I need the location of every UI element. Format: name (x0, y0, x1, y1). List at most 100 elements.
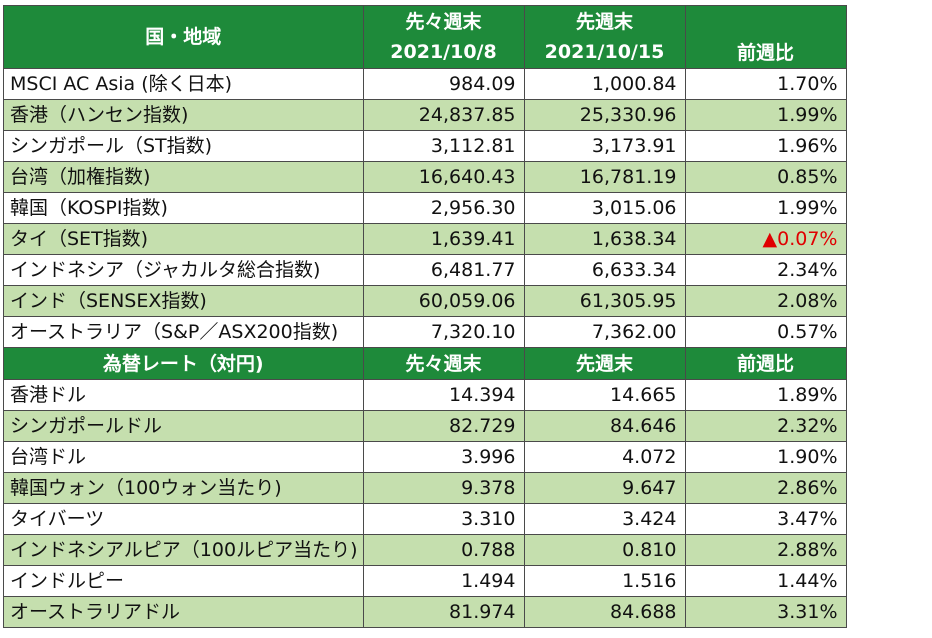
header-prev1-label: 先週末 (575, 11, 633, 33)
cell-prev2: 24,837.85 (362, 99, 525, 131)
cell-change: 2.32% (684, 410, 847, 442)
index-row: インド（SENSEX指数) 60,059.06 61,305.95 2.08% (3, 285, 847, 317)
fx-header-change: 前週比 (684, 347, 847, 380)
cell-name: 香港（ハンセン指数) (3, 99, 364, 131)
cell-prev1: 61,305.95 (523, 285, 686, 317)
cell-prev2: 82.729 (362, 410, 525, 442)
index-row: オーストラリア（S&P／ASX200指数) 7,320.10 7,362.00 0.5… (3, 316, 847, 348)
indices-header-row: 国・地域 先々週末 2021/10/8 先週末 2021/10/15 前週比 (3, 5, 847, 69)
fx-row: インドネシアルピア（100ルピア当たり) 0.788 0.810 2.88% (3, 534, 847, 566)
cell-change: 0.57% (684, 316, 847, 348)
cell-change: 2.86% (684, 472, 847, 504)
index-row: 韓国（KOSPI指数) 2,956.30 3,015.06 1.99% (3, 192, 847, 224)
cell-prev2: 3.310 (362, 503, 525, 535)
cell-name: MSCI AC Asia (除く日本) (3, 68, 364, 100)
cell-prev2: 7,320.10 (362, 316, 525, 348)
cell-change: 1.90% (684, 441, 847, 473)
fx-header-name: 為替レート（対円) (3, 347, 364, 380)
cell-change: 3.47% (684, 503, 847, 535)
cell-prev1: 84.688 (523, 596, 686, 628)
cell-prev1: 84.646 (523, 410, 686, 442)
index-row: シンガポール（ST指数) 3,112.81 3,173.91 1.96% (3, 130, 847, 162)
header-prev1-date: 2021/10/15 (544, 41, 665, 63)
cell-prev2: 2,956.30 (362, 192, 525, 224)
fx-row: シンガポールドル 82.729 84.646 2.32% (3, 410, 847, 442)
cell-prev2: 1.494 (362, 565, 525, 597)
fx-body: 香港ドル 14.394 14.665 1.89% シンガポールドル 82.729 84.64… (3, 379, 847, 628)
cell-change: 2.88% (684, 534, 847, 566)
cell-prev2: 0.788 (362, 534, 525, 566)
fx-header-prev1: 先週末 (523, 347, 686, 380)
cell-change: 1.99% (684, 192, 847, 224)
cell-name: タイ（SET指数) (3, 223, 364, 255)
cell-name: 台湾ドル (3, 441, 364, 473)
cell-name: オーストラリアドル (3, 596, 364, 628)
cell-prev1: 4.072 (523, 441, 686, 473)
index-row: タイ（SET指数) 1,639.41 1,638.34 ▲0.07% (3, 223, 847, 255)
fx-header-row: 為替レート（対円) 先々週末 先週末 前週比 (3, 347, 847, 380)
cell-prev1: 9.647 (523, 472, 686, 504)
header-region: 国・地域 (3, 5, 364, 69)
header-prev2-date: 2021/10/8 (390, 41, 497, 63)
fx-row: オーストラリアドル 81.974 84.688 3.31% (3, 596, 847, 628)
cell-prev2: 984.09 (362, 68, 525, 100)
header-prev2-label: 先々週末 (405, 11, 482, 33)
cell-prev2: 1,639.41 (362, 223, 525, 255)
cell-name: シンガポール（ST指数) (3, 130, 364, 162)
cell-prev1: 0.810 (523, 534, 686, 566)
cell-change: 0.85% (684, 161, 847, 193)
header-prev1: 先週末 2021/10/15 (523, 5, 686, 69)
cell-prev1: 1.516 (523, 565, 686, 597)
header-prev2: 先々週末 2021/10/8 (362, 5, 525, 69)
cell-name: 香港ドル (3, 379, 364, 411)
fx-header-prev2: 先々週末 (362, 347, 525, 380)
cell-prev2: 3.996 (362, 441, 525, 473)
cell-prev2: 3,112.81 (362, 130, 525, 162)
header-change: 前週比 (684, 5, 847, 69)
cell-name: タイバーツ (3, 503, 364, 535)
cell-name: インドネシアルピア（100ルピア当たり) (3, 534, 364, 566)
index-row: インドネシア（ジャカルタ総合指数) 6,481.77 6,633.34 2.34% (3, 254, 847, 286)
cell-change: 1.70% (684, 68, 847, 100)
cell-prev2: 81.974 (362, 596, 525, 628)
cell-name: シンガポールドル (3, 410, 364, 442)
cell-prev1: 3.424 (523, 503, 686, 535)
cell-name: オーストラリア（S&P／ASX200指数) (3, 316, 364, 348)
cell-change: 1.44% (684, 565, 847, 597)
cell-name: 韓国（KOSPI指数) (3, 192, 364, 224)
index-row: 香港（ハンセン指数) 24,837.85 25,330.96 1.99% (3, 99, 847, 131)
cell-prev1: 6,633.34 (523, 254, 686, 286)
fx-row: 韓国ウォン（100ウォン当たり) 9.378 9.647 2.86% (3, 472, 847, 504)
cell-prev2: 9.378 (362, 472, 525, 504)
index-row: 台湾（加権指数) 16,640.43 16,781.19 0.85% (3, 161, 847, 193)
cell-change: ▲0.07% (684, 223, 847, 255)
cell-prev1: 3,173.91 (523, 130, 686, 162)
cell-name: インドネシア（ジャカルタ総合指数) (3, 254, 364, 286)
cell-change: 1.99% (684, 99, 847, 131)
cell-name: インド（SENSEX指数) (3, 285, 364, 317)
cell-prev1: 1,638.34 (523, 223, 686, 255)
cell-prev2: 60,059.06 (362, 285, 525, 317)
cell-change: 1.89% (684, 379, 847, 411)
fx-row: 香港ドル 14.394 14.665 1.89% (3, 379, 847, 411)
cell-prev1: 25,330.96 (523, 99, 686, 131)
cell-prev2: 14.394 (362, 379, 525, 411)
cell-change: 2.34% (684, 254, 847, 286)
cell-prev1: 1,000.84 (523, 68, 686, 100)
cell-change: 3.31% (684, 596, 847, 628)
fx-row: 台湾ドル 3.996 4.072 1.90% (3, 441, 847, 473)
cell-name: 台湾（加権指数) (3, 161, 364, 193)
cell-change: 2.08% (684, 285, 847, 317)
cell-prev1: 3,015.06 (523, 192, 686, 224)
cell-change: 1.96% (684, 130, 847, 162)
cell-name: 韓国ウォン（100ウォン当たり) (3, 472, 364, 504)
index-row: MSCI AC Asia (除く日本) 984.09 1,000.84 1.70% (3, 68, 847, 100)
fx-row: インドルピー 1.494 1.516 1.44% (3, 565, 847, 597)
cell-name: インドルピー (3, 565, 364, 597)
fx-row: タイバーツ 3.310 3.424 3.47% (3, 503, 847, 535)
cell-prev2: 6,481.77 (362, 254, 525, 286)
market-table-container: 国・地域 先々週末 2021/10/8 先週末 2021/10/15 前週比 M… (3, 5, 847, 628)
cell-prev1: 14.665 (523, 379, 686, 411)
market-table: 国・地域 先々週末 2021/10/8 先週末 2021/10/15 前週比 M… (3, 5, 847, 628)
cell-prev2: 16,640.43 (362, 161, 525, 193)
